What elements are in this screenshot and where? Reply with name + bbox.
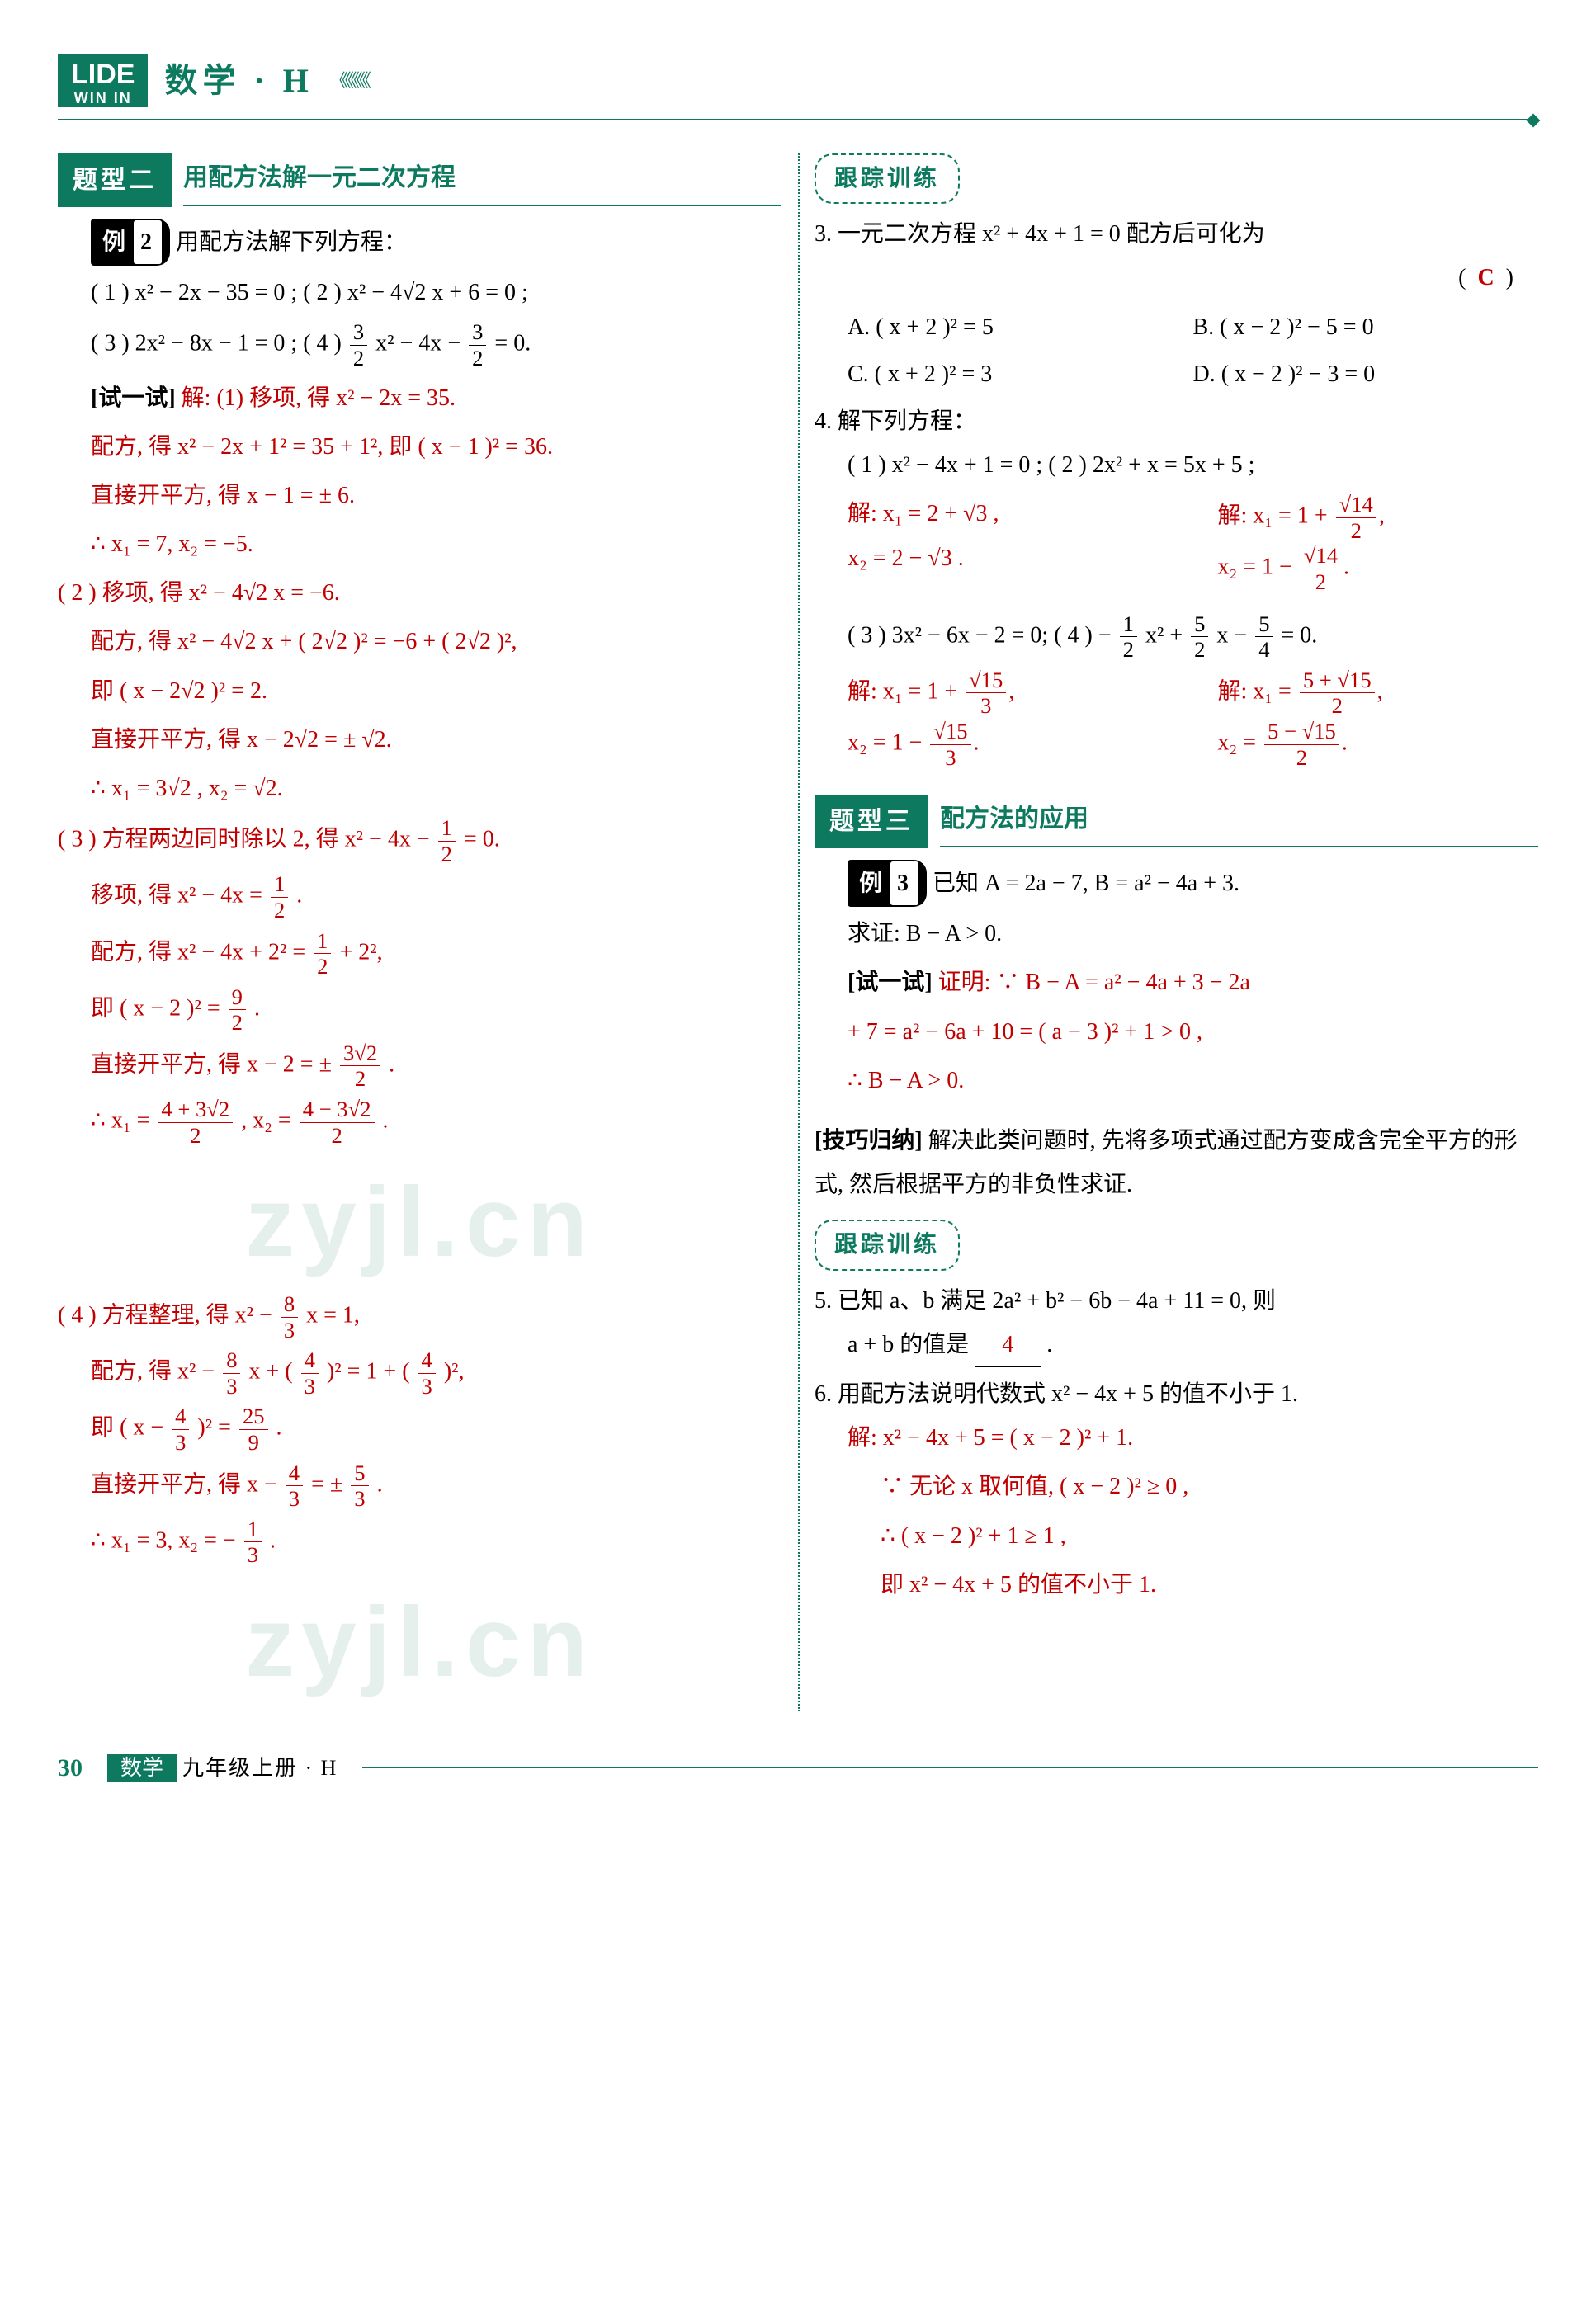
q5-stem-b: a + b 的值是 4 .	[848, 1323, 1538, 1367]
q4-stem: 4. 解下列方程：	[815, 399, 1538, 443]
sol-1b: 配方, 得 x² − 2x + 1² = 35 + 1², 即 ( x − 1 …	[91, 425, 781, 469]
q4-s4b: x₂ = 5 − √152.	[1218, 719, 1539, 770]
tip-label: [技巧归纳]	[815, 1128, 923, 1154]
footer-label-group: 数学 九年级上册 · H	[107, 1746, 338, 1790]
section-badge: 题型二	[58, 153, 172, 207]
q3-opt-d: D. ( x − 2 )² − 3 = 0	[1193, 352, 1539, 396]
left-column: 题型二 用配方法解一元二次方程 例 2 用配方法解下列方程： ( 1 ) x² …	[58, 153, 781, 1711]
footer-rule	[362, 1767, 1538, 1768]
footer-subject: 数学	[107, 1754, 177, 1782]
sol-3e: 直接开平方, 得 x − 2 = ± 3√22 .	[91, 1041, 781, 1092]
eq-line-2: ( 3 ) 2x² − 8x − 1 = 0 ; ( 4 ) 32 x² − 4…	[91, 319, 781, 370]
q4-s3b: x₂ = 1 − √153.	[848, 719, 1169, 770]
q3-opt-c: C. ( x + 2 )² = 3	[848, 352, 1193, 396]
sol-3a: ( 3 ) 方程两边同时除以 2, 得 x² − 4x − 12 = 0.	[58, 815, 781, 866]
logo-main: LIDE	[71, 59, 135, 90]
q4-p1: ( 1 ) x² − 4x + 1 = 0 ; ( 2 ) 2x² + x = …	[848, 443, 1538, 487]
q3-options: A. ( x + 2 )² = 5 B. ( x − 2 )² − 5 = 0 …	[848, 305, 1538, 399]
q3-stem: 3. 一元二次方程 x² + 4x + 1 = 0 配方后可化为	[815, 212, 1538, 256]
example-2-row: 例 2 用配方法解下列方程：	[91, 219, 781, 266]
sol-4a: ( 4 ) 方程整理, 得 x² − 83 x = 1,	[58, 1291, 781, 1343]
q4-s4a: 解: x₁ = 5 + √152,	[1218, 668, 1539, 719]
sol-4e: ∴ x₁ = 3, x₂ = − 13 .	[91, 1517, 781, 1568]
section-2-heading: 题型二 用配方法解一元二次方程	[58, 153, 781, 207]
q5-stem-a: 5. 已知 a、b 满足 2a² + b² − 6b − 4a + 11 = 0…	[815, 1279, 1538, 1323]
eq-line-1: ( 1 ) x² − 2x − 35 = 0 ; ( 2 ) x² − 4√2 …	[91, 271, 781, 314]
sol-3c: 配方, 得 x² − 4x + 2² = 12 + 2²,	[91, 928, 781, 979]
sol-1a: 解: (1) 移项, 得 x² − 2x = 35.	[182, 385, 456, 411]
page-header: LIDE WIN IN 数学 · H 《《《《《	[58, 50, 1538, 112]
section3-title: 配方法的应用	[940, 795, 1538, 847]
q4-s1a: 解: x₁ = 2 + √3 ,	[848, 492, 1169, 536]
section-3-heading: 题型三 配方法的应用	[815, 795, 1538, 848]
q4-sol-12: 解: x₁ = 2 + √3 , x₂ = 2 − √3 . 解: x₁ = 1…	[848, 492, 1538, 594]
sol-4c: 即 ( x − 43 )² = 259 .	[91, 1404, 781, 1455]
q3-answer: C	[1477, 265, 1494, 290]
q6-s1: 解: x² − 4x + 5 = ( x − 2 )² + 1.	[848, 1416, 1538, 1460]
sol-3b: 移项, 得 x² − 4x = 12 .	[91, 871, 781, 923]
q6-s4: 即 x² − 4x + 5 的值不小于 1.	[881, 1563, 1538, 1607]
try-it-1: [试一试] 解: (1) 移项, 得 x² − 2x = 35.	[91, 376, 781, 420]
sol-2d: 直接开平方, 得 x − 2√2 = ± √2.	[91, 718, 781, 762]
header-rule	[58, 119, 1538, 120]
sol-1c: 直接开平方, 得 x − 1 = ± 6.	[91, 474, 781, 517]
pf-1: 证明: ∵ B − A = a² − 4a + 3 − 2a	[938, 970, 1250, 995]
sol-2e: ∴ x₁ = 3√2 , x₂ = √2.	[91, 767, 781, 810]
tracking-practice-badge-2: 跟踪训练	[815, 1220, 960, 1270]
page-number: 30	[58, 1744, 83, 1791]
brand-logo: LIDE WIN IN	[58, 54, 148, 106]
q4-s2b: x₂ = 1 − √142.	[1218, 543, 1539, 594]
section-title: 用配方法解一元二次方程	[183, 154, 781, 206]
q6-stem: 6. 用配方法说明代数式 x² − 4x + 5 的值不小于 1.	[815, 1372, 1538, 1416]
q4-p3: ( 3 ) 3x² − 6x − 2 = 0; ( 4 ) − 12 x² + …	[848, 611, 1538, 663]
two-column-layout: 题型二 用配方法解一元二次方程 例 2 用配方法解下列方程： ( 1 ) x² …	[58, 153, 1538, 1711]
sol-4b: 配方, 得 x² − 83 x + ( 43 )² = 1 + ( 43 )²,	[91, 1347, 781, 1399]
q3-answer-row: ( C )	[815, 256, 1538, 300]
q4-s2a: 解: x₁ = 1 + √142,	[1218, 492, 1539, 543]
example-badge: 例 2	[91, 219, 170, 266]
example3-stem: 已知 A = 2a − 7, B = a² − 4a + 3.	[933, 871, 1239, 896]
sol-2a: ( 2 ) 移项, 得 x² − 4√2 x = −6.	[58, 571, 781, 615]
q4-s1b: x₂ = 2 − √3 .	[848, 536, 1169, 580]
sol-2b: 配方, 得 x² − 4√2 x + ( 2√2 )² = −6 + ( 2√2…	[91, 620, 781, 663]
right-column: 跟踪训练 3. 一元二次方程 x² + 4x + 1 = 0 配方后可化为 ( …	[815, 153, 1538, 1711]
example-label: 例	[102, 220, 129, 264]
example-3-row: 例 3 已知 A = 2a − 7, B = a² − 4a + 3.	[848, 860, 1538, 907]
example3-badge: 例 3	[848, 860, 927, 907]
pf-2: + 7 = a² − 6a + 10 = ( a − 3 )² + 1 > 0 …	[848, 1010, 1538, 1054]
chevron-decor: 《《《《《	[330, 64, 368, 98]
sol-4d: 直接开平方, 得 x − 43 = ± 53 .	[91, 1461, 781, 1512]
q4-s3a: 解: x₁ = 1 + √153,	[848, 668, 1169, 719]
sol-3f: ∴ x₁ = 4 + 3√22 , x₂ = 4 − 3√22 .	[91, 1097, 781, 1148]
sol-3d: 即 ( x − 2 )² = 92 .	[91, 984, 781, 1036]
pf-3: ∴ B − A > 0.	[848, 1059, 1538, 1102]
tracking-practice-badge: 跟踪训练	[815, 153, 960, 204]
watermark-2: zyjl.cn	[58, 1548, 781, 1736]
q6-s3: ∴ ( x − 2 )² + 1 ≥ 1 ,	[881, 1514, 1538, 1558]
example-stem: 用配方法解下列方程：	[176, 229, 407, 255]
column-divider	[798, 153, 800, 1711]
q6-s2: ∵ 无论 x 取何值, ( x − 2 )² ≥ 0 ,	[881, 1465, 1538, 1508]
example-number: 2	[134, 220, 162, 264]
example3-try: [试一试] 证明: ∵ B − A = a² − 4a + 3 − 2a	[848, 960, 1538, 1004]
q3-opt-a: A. ( x + 2 )² = 5	[848, 305, 1193, 349]
sol-2c: 即 ( x − 2√2 )² = 2.	[91, 669, 781, 713]
watermark-1: zyjl.cn	[58, 1128, 781, 1316]
sol-1d: ∴ x₁ = 7, x₂ = −5.	[91, 522, 781, 566]
page-footer: 30 数学 九年级上册 · H	[58, 1744, 1538, 1791]
q4-sol-34: 解: x₁ = 1 + √153, x₂ = 1 − √153. 解: x₁ =…	[848, 668, 1538, 770]
subject-label: 数学 · H	[164, 50, 313, 112]
example3-prove: 求证: B − A > 0.	[848, 912, 1538, 956]
section3-badge: 题型三	[815, 795, 928, 848]
q5-answer: 4	[975, 1323, 1041, 1367]
try-label: [试一试]	[91, 385, 176, 411]
tip-block: [技巧归纳] 解决此类问题时, 先将多项式通过配方变成含完全平方的形式, 然后根…	[815, 1119, 1538, 1206]
logo-sub: WIN IN	[71, 91, 135, 107]
q3-opt-b: B. ( x − 2 )² − 5 = 0	[1193, 305, 1539, 349]
footer-grade: 九年级上册 · H	[182, 1756, 338, 1780]
